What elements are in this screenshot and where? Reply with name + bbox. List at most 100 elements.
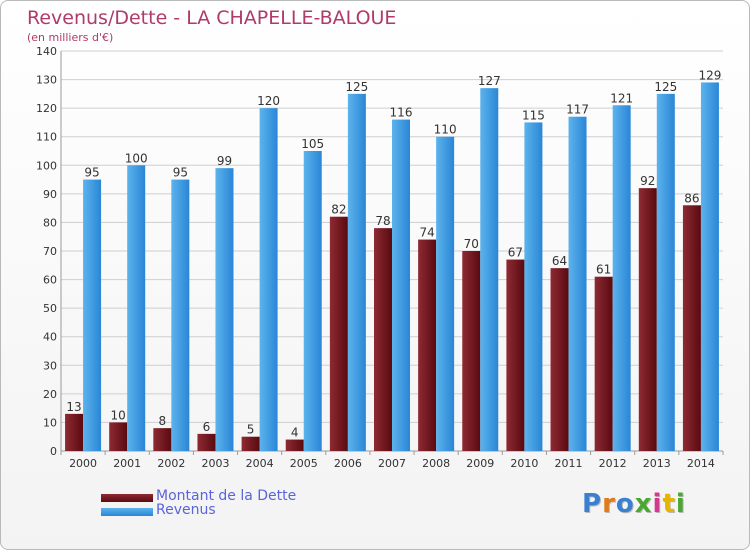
bar-revenus bbox=[656, 93, 675, 451]
bar-revenus bbox=[480, 88, 499, 452]
x-tick-label: 2003 bbox=[201, 457, 229, 470]
bar-dette bbox=[594, 276, 613, 451]
logo-letter: i bbox=[675, 489, 686, 519]
x-tick-label: 2014 bbox=[687, 457, 715, 470]
bar-dette bbox=[550, 268, 569, 451]
y-tick-label: 140 bbox=[36, 45, 57, 58]
logo-letter: t bbox=[662, 489, 676, 519]
data-label-dette: 70 bbox=[464, 237, 479, 251]
bar-revenus bbox=[303, 151, 322, 451]
bar-revenus bbox=[568, 116, 587, 451]
bar-dette bbox=[374, 228, 392, 451]
bar-revenus bbox=[259, 108, 278, 452]
y-tick-label: 100 bbox=[36, 159, 57, 172]
bar-dette bbox=[506, 259, 525, 451]
data-label-dette: 4 bbox=[291, 426, 299, 440]
x-tick-label: 2002 bbox=[157, 457, 185, 470]
bar-dette bbox=[329, 216, 348, 451]
x-tick-label: 2011 bbox=[555, 457, 583, 470]
data-label-dette: 74 bbox=[419, 226, 434, 240]
data-label-dette: 5 bbox=[247, 423, 255, 437]
y-tick-label: 130 bbox=[36, 74, 57, 87]
legend-swatch-dette bbox=[101, 494, 153, 502]
logo-letter: P bbox=[582, 489, 603, 519]
bar-revenus bbox=[700, 82, 719, 451]
data-label-revenus: 105 bbox=[301, 137, 324, 151]
data-label-dette: 92 bbox=[640, 174, 655, 188]
data-label-dette: 61 bbox=[596, 263, 611, 277]
y-tick-label: 50 bbox=[43, 302, 57, 315]
legend-label-dette: Montant de la Dette bbox=[156, 488, 297, 504]
x-tick-label: 2008 bbox=[422, 457, 450, 470]
logo-letter: i bbox=[652, 489, 663, 519]
data-label-dette: 82 bbox=[331, 203, 346, 217]
data-label-revenus: 120 bbox=[257, 94, 280, 108]
bar-dette bbox=[462, 251, 481, 451]
bars bbox=[65, 82, 719, 452]
y-tick-label: 70 bbox=[43, 245, 57, 258]
bar-revenus bbox=[127, 165, 146, 452]
data-labels: 13 95 10 100 8 95 6 99 5 120 4 105 82 125 78 116 74 110 70… bbox=[66, 68, 721, 439]
data-label-dette: 6 bbox=[203, 420, 211, 434]
bar-revenus bbox=[215, 168, 234, 451]
x-tick-label: 2009 bbox=[466, 457, 494, 470]
x-tick-label: 2007 bbox=[378, 457, 406, 470]
logo-letter: r bbox=[602, 489, 616, 519]
bar-dette bbox=[418, 239, 437, 451]
bar-revenus bbox=[171, 179, 190, 452]
y-tick-label: 110 bbox=[36, 131, 57, 144]
bar-dette bbox=[285, 439, 304, 451]
bar-revenus bbox=[612, 105, 631, 452]
legend-label-revenus: Revenus bbox=[156, 502, 216, 518]
y-tick-label: 90 bbox=[43, 188, 57, 201]
y-tick-label: 30 bbox=[43, 359, 57, 372]
bar-dette bbox=[682, 205, 701, 451]
data-label-revenus: 127 bbox=[478, 74, 501, 88]
logo-letter: x bbox=[634, 489, 653, 519]
x-tick-label: 2012 bbox=[599, 457, 627, 470]
data-label-revenus: 95 bbox=[84, 166, 99, 180]
data-label-revenus: 125 bbox=[345, 80, 368, 94]
data-label-dette: 78 bbox=[375, 214, 390, 228]
y-tick-label: 60 bbox=[43, 274, 57, 287]
data-label-revenus: 116 bbox=[390, 106, 413, 120]
bar-dette bbox=[65, 413, 84, 451]
bar-revenus bbox=[392, 119, 410, 452]
chart-subtitle: (en milliers d'€) bbox=[27, 31, 114, 44]
y-tick-label: 40 bbox=[43, 331, 57, 344]
data-label-revenus: 95 bbox=[173, 166, 188, 180]
y-tick-label: 0 bbox=[50, 445, 57, 458]
y-tick-label: 80 bbox=[43, 216, 57, 229]
data-label-revenus: 125 bbox=[654, 80, 677, 94]
bar-dette bbox=[109, 422, 128, 451]
data-label-revenus: 99 bbox=[217, 154, 232, 168]
bar-dette bbox=[241, 436, 260, 451]
logo-letter: o bbox=[615, 489, 635, 519]
bar-dette bbox=[638, 188, 657, 451]
x-tick-label: 2004 bbox=[246, 457, 274, 470]
data-label-dette: 64 bbox=[552, 254, 567, 268]
bar-dette bbox=[197, 433, 216, 451]
x-tick-label: 2010 bbox=[510, 457, 538, 470]
bar-revenus bbox=[83, 179, 102, 452]
data-label-dette: 67 bbox=[508, 246, 523, 260]
axes: 0 10 20 30 40 50 60 70 80 90 100 110 120 130 140 2000 20… bbox=[36, 45, 724, 470]
data-label-revenus: 100 bbox=[125, 151, 148, 165]
data-label-dette: 8 bbox=[159, 414, 167, 428]
bar-revenus bbox=[524, 122, 543, 451]
proxiti-logo: Proxiti bbox=[582, 489, 686, 519]
bar-dette bbox=[153, 428, 172, 451]
data-label-revenus: 115 bbox=[522, 108, 545, 122]
data-label-revenus: 117 bbox=[566, 103, 589, 117]
y-tick-label: 20 bbox=[43, 388, 57, 401]
x-tick-label: 2000 bbox=[69, 457, 97, 470]
x-tick-label: 2005 bbox=[290, 457, 318, 470]
data-label-dette: 13 bbox=[66, 400, 81, 414]
legend-swatch-revenus bbox=[101, 508, 153, 516]
chart-title: Revenus/Dette - LA CHAPELLE-BALOUE bbox=[27, 7, 397, 29]
x-tick-label: 2006 bbox=[334, 457, 362, 470]
x-tick-label: 2013 bbox=[643, 457, 671, 470]
data-label-revenus: 129 bbox=[698, 68, 721, 82]
